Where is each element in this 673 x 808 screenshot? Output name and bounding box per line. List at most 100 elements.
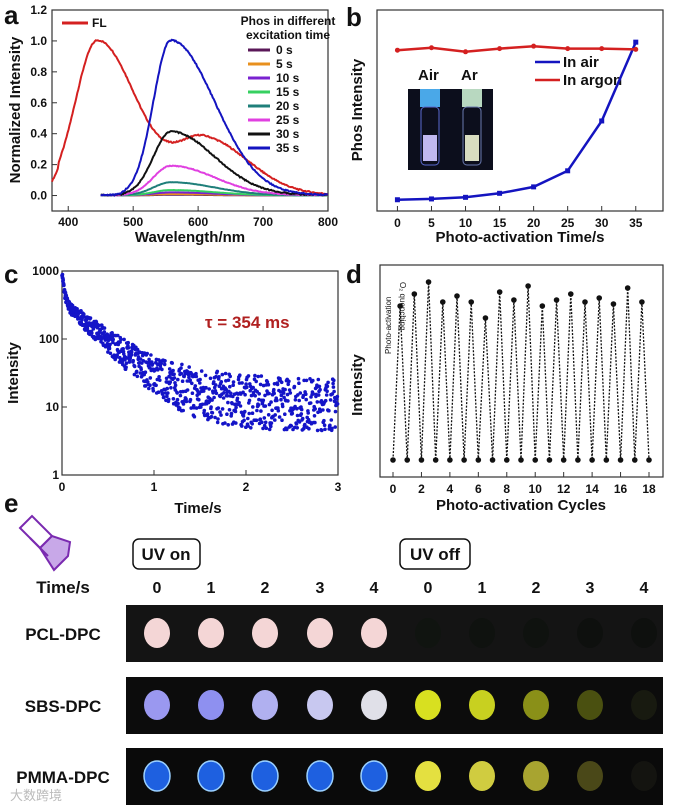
data-point — [328, 398, 333, 402]
data-point — [262, 416, 267, 420]
data-point — [198, 381, 202, 385]
x-tick-label: 12 — [557, 482, 571, 496]
time-column-label: 3 — [586, 580, 595, 597]
data-point — [204, 385, 208, 390]
time-label: Time/s — [36, 578, 90, 597]
data-point — [329, 418, 334, 422]
x-axis-label: Time/s — [174, 500, 221, 517]
data-point — [279, 380, 284, 385]
data-point — [313, 420, 317, 425]
data-point — [233, 409, 238, 414]
y-tick-label: 1.2 — [30, 3, 47, 17]
legend-title-line1: Phos in different — [241, 14, 336, 28]
data-point — [322, 423, 327, 428]
data-point — [229, 391, 233, 396]
data-point — [179, 371, 184, 376]
data-point — [267, 427, 272, 432]
data-point — [324, 393, 329, 397]
data-point — [223, 421, 227, 425]
data-point — [330, 426, 334, 431]
x-tick-label: 0 — [394, 216, 401, 230]
data-point — [259, 374, 264, 378]
data-point — [180, 362, 184, 367]
data-point — [265, 380, 270, 384]
data-point — [246, 416, 250, 421]
data-point — [468, 299, 475, 305]
data-point — [215, 420, 220, 425]
y-axis-label: Normalized Intensity — [7, 36, 24, 183]
data-point — [190, 391, 195, 396]
data-point — [294, 422, 299, 426]
panel-label-a: a — [4, 0, 19, 30]
data-point — [280, 404, 285, 409]
data-point — [277, 415, 282, 419]
data-point — [439, 299, 446, 305]
x-tick-label: 18 — [642, 482, 656, 496]
data-point — [255, 408, 259, 413]
time-column-label: 0 — [153, 580, 162, 597]
data-point — [463, 49, 469, 55]
data-point — [313, 407, 318, 411]
data-point — [269, 421, 274, 425]
data-point — [264, 426, 269, 431]
lifetime-annotation: τ = 354 ms — [205, 313, 290, 332]
data-point — [267, 391, 271, 396]
legend-label: 15 s — [276, 85, 300, 99]
data-point — [258, 417, 263, 422]
data-point — [292, 384, 297, 389]
data-point — [565, 46, 571, 52]
data-point — [596, 295, 603, 301]
data-point — [135, 374, 140, 379]
data-point — [99, 337, 103, 342]
data-point — [225, 394, 230, 398]
data-point — [231, 383, 235, 388]
data-point — [235, 396, 240, 401]
data-point — [565, 168, 571, 174]
data-point — [285, 392, 290, 397]
data-point — [322, 418, 326, 423]
data-point — [270, 408, 274, 413]
phos-curve-35s — [100, 38, 328, 197]
sample-disk — [469, 618, 495, 648]
panel-label-c: c — [4, 259, 18, 289]
data-point — [323, 427, 327, 432]
data-point — [299, 412, 304, 416]
data-point — [219, 413, 223, 417]
sample-disk — [631, 690, 657, 720]
data-point — [60, 272, 65, 277]
time-column-label: 1 — [207, 580, 216, 597]
x-tick-label: 700 — [253, 215, 273, 229]
legend-label: 35 s — [276, 141, 300, 155]
data-point — [159, 361, 164, 366]
data-point — [154, 383, 158, 388]
series-line-air — [397, 41, 637, 201]
legend-label: 30 s — [276, 127, 300, 141]
data-point — [262, 423, 267, 428]
data-point — [312, 414, 317, 418]
y-tick-label: 10 — [46, 400, 60, 414]
data-point — [461, 457, 467, 463]
data-point — [326, 380, 330, 385]
sample-disk — [631, 618, 657, 648]
legend-label: 20 s — [276, 99, 300, 113]
data-point — [175, 391, 179, 395]
data-point — [553, 297, 560, 303]
data-point — [163, 359, 167, 363]
data-point — [261, 426, 265, 431]
data-point — [130, 347, 135, 351]
data-point — [205, 412, 210, 416]
y-tick-label: 1000 — [32, 264, 59, 278]
data-point — [599, 46, 605, 52]
data-point — [589, 457, 595, 463]
data-point — [90, 331, 94, 335]
data-point — [331, 385, 336, 389]
data-point — [463, 194, 469, 200]
y-tick-label: 1 — [52, 468, 59, 482]
data-point — [254, 379, 258, 384]
watermark: 大数跨境 — [10, 788, 62, 803]
data-point — [199, 369, 204, 373]
data-point — [188, 397, 193, 402]
data-point — [266, 382, 271, 387]
data-point — [208, 376, 213, 381]
data-point — [253, 373, 257, 378]
